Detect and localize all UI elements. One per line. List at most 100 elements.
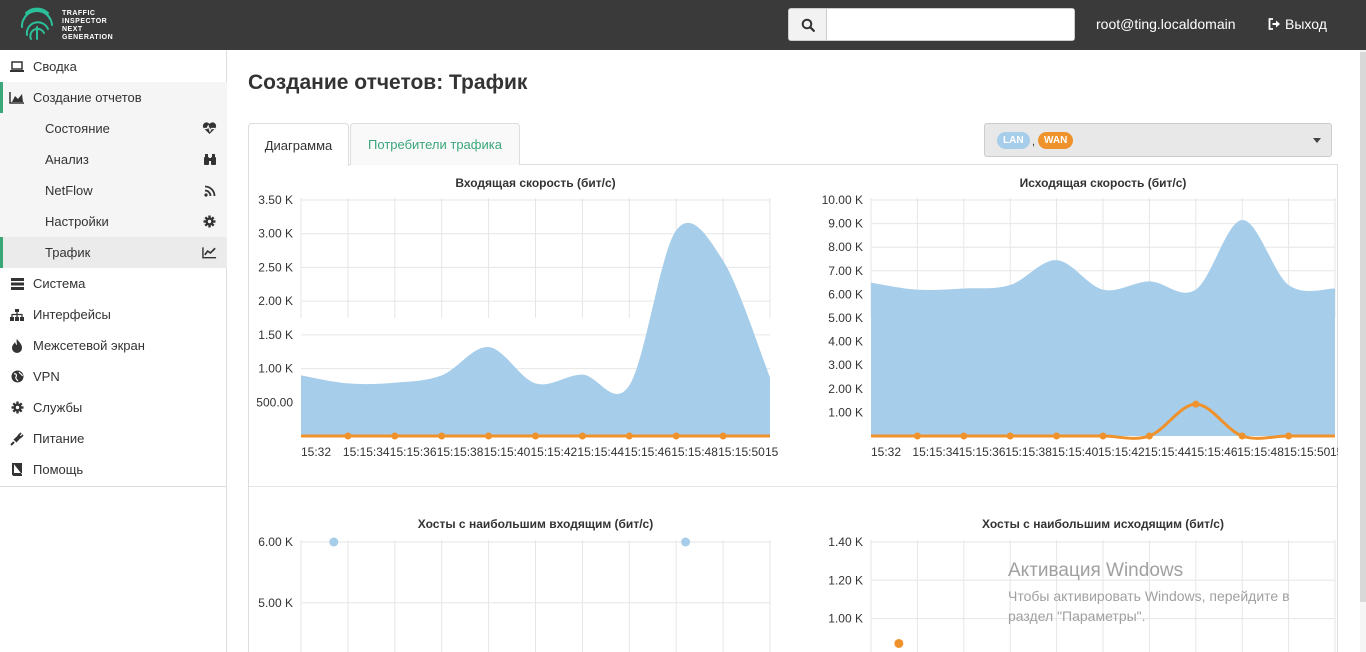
- data-point-wan[interactable]: [1238, 432, 1246, 440]
- sidebar-item-firewall[interactable]: Межсетевой экран: [0, 330, 227, 361]
- windows-activation-watermark: Активация Windows Чтобы активировать Win…: [1008, 560, 1290, 626]
- logo[interactable]: TRAFFIC INSPECTOR NEXT GENERATION: [20, 3, 130, 47]
- data-point-wan[interactable]: [1192, 400, 1200, 408]
- y-tick-label: 8.00 K: [828, 240, 863, 254]
- series-area-lan: [871, 220, 1335, 436]
- tab-chart[interactable]: Диаграмма: [248, 123, 349, 166]
- sidebar-item-vpn[interactable]: VPN: [0, 361, 227, 392]
- sidebar-item-status[interactable]: Состояние: [0, 113, 227, 144]
- data-point-wan[interactable]: [894, 638, 904, 648]
- x-tick-label: 15:15:44: [1144, 445, 1191, 459]
- data-point-wan[interactable]: [532, 432, 539, 440]
- x-tick-label: 15:15:36: [959, 445, 1006, 459]
- sidebar-item-label: Трафик: [45, 245, 91, 260]
- sidebar-item-system[interactable]: Система: [0, 268, 227, 299]
- sidebar-item-interfaces[interactable]: Интерфейсы: [0, 299, 227, 330]
- y-tick-label: 1.40 K: [828, 535, 863, 549]
- y-tick-label: 2.00 K: [828, 382, 863, 396]
- sign-out-icon: [1268, 18, 1280, 30]
- sidebar-item-help[interactable]: Помощь: [0, 454, 227, 485]
- x-tick-label: 15:15:48: [671, 445, 718, 459]
- chart-title: Входящая скорость (бит/с): [455, 176, 615, 190]
- y-tick-label: 2.00 K: [258, 294, 293, 308]
- x-tick-label: 15:15:38: [437, 445, 484, 459]
- x-tick-label: 15:: [765, 445, 778, 459]
- logout-label: Выход: [1285, 16, 1327, 32]
- sidebar-item-summary[interactable]: Сводка: [0, 51, 227, 82]
- sidebar-item-settings[interactable]: Настройки: [0, 206, 227, 237]
- sidebar-item-label: Интерфейсы: [33, 307, 111, 322]
- tab-top-talkers[interactable]: Потребители трафика: [350, 123, 520, 165]
- sidebar-item-label: Питание: [33, 431, 85, 446]
- data-point-wan[interactable]: [672, 432, 680, 440]
- y-tick-label: 800.00: [826, 650, 863, 652]
- sidebar-item-services[interactable]: Службы: [0, 392, 227, 423]
- x-tick-label: 15:15:34: [912, 445, 959, 459]
- y-tick-label: 6.00 K: [258, 535, 293, 549]
- area-chart-icon: [9, 90, 25, 106]
- sidebar-item-power[interactable]: Питание: [0, 423, 227, 454]
- data-point-wan[interactable]: [913, 432, 921, 440]
- chart-outgoing: Исходящая скорость (бит/с) 10.00 K 9.00 K 8…: [822, 176, 1338, 459]
- data-point-wan[interactable]: [1145, 432, 1153, 440]
- chart-top-hosts-outgoing: Хосты с наибольшим исходящим (бит/с) 1.40…: [826, 517, 1336, 652]
- x-tick-label: 15:32: [871, 445, 901, 459]
- data-point-wan[interactable]: [719, 432, 727, 440]
- data-point-wan[interactable]: [625, 432, 633, 440]
- chevron-down-icon: [1313, 138, 1321, 143]
- search-input[interactable]: [828, 9, 1074, 40]
- line-chart-icon: [202, 245, 217, 260]
- y-tick-label: 5.00 K: [828, 311, 863, 325]
- server-icon: [9, 276, 25, 292]
- data-point-wan[interactable]: [485, 432, 493, 440]
- scrollbar-thumb[interactable]: [1360, 52, 1366, 602]
- y-tick-label: 1.00 K: [258, 362, 293, 376]
- data-point-wan[interactable]: [391, 432, 399, 440]
- x-tick-label: 15:15:34: [343, 445, 390, 459]
- y-tick-label: 2.50 K: [258, 260, 293, 274]
- search-box: [788, 8, 1075, 41]
- interface-pill-wan: WAN: [1038, 132, 1074, 149]
- sidebar-item-label: Создание отчетов: [33, 90, 142, 105]
- data-point-lan[interactable]: [681, 537, 691, 547]
- y-tick-label: 1.20 K: [828, 573, 863, 587]
- sidebar-item-traffic[interactable]: Трафик: [0, 237, 227, 268]
- y-tick-label: 3.00 K: [258, 227, 293, 241]
- data-point-lan[interactable]: [329, 537, 339, 547]
- fingerprint-logo-icon: [20, 7, 53, 40]
- sidebar-item-label: Система: [33, 276, 86, 291]
- logout-link[interactable]: Выход: [1268, 16, 1327, 32]
- x-tick-label: 15:15:46: [624, 445, 671, 459]
- x-tick-label: 15:15:44: [577, 445, 624, 459]
- page-title: Создание отчетов: Трафик: [248, 71, 528, 94]
- interface-select[interactable]: LAN , WAN: [984, 123, 1332, 157]
- y-tick-label: 10.00 K: [822, 193, 863, 207]
- watermark-line1: Чтобы активировать Windows, перейдите в: [1008, 588, 1290, 604]
- x-tick-label: 15:15:46: [1191, 445, 1238, 459]
- rss-icon: [202, 183, 217, 198]
- sidebar-item-reporting[interactable]: Создание отчетов: [0, 82, 227, 113]
- series-area-lan: [301, 222, 770, 436]
- data-point-wan[interactable]: [1285, 432, 1293, 440]
- watermark-line2: раздел "Параметры".: [1008, 608, 1146, 624]
- data-point-wan[interactable]: [1006, 432, 1014, 440]
- user-menu[interactable]: root@ting.localdomain: [1096, 16, 1236, 32]
- plug-icon: [9, 431, 25, 447]
- y-tick-label: 1.00 K: [828, 405, 863, 419]
- data-point-wan[interactable]: [1053, 432, 1061, 440]
- chart-top-hosts-incoming: Хосты с наибольшим входящим (бит/с) 6.00 …: [258, 517, 771, 652]
- laptop-icon: [9, 59, 25, 75]
- search-button[interactable]: [789, 9, 827, 40]
- sidebar-item-label: VPN: [33, 369, 60, 384]
- sidebar-item-label: Сводка: [33, 59, 77, 74]
- data-point-wan[interactable]: [960, 432, 968, 440]
- data-point-wan[interactable]: [578, 432, 586, 440]
- data-point-wan[interactable]: [438, 432, 446, 440]
- y-tick-label: 4.00 K: [828, 335, 863, 349]
- search-icon: [801, 18, 815, 32]
- y-tick-label: 7.00 K: [828, 264, 863, 278]
- data-point-wan[interactable]: [1099, 432, 1107, 440]
- data-point-wan[interactable]: [344, 432, 352, 440]
- sidebar-item-analysis[interactable]: Анализ: [0, 144, 227, 175]
- sidebar-item-netflow[interactable]: NetFlow: [0, 175, 227, 206]
